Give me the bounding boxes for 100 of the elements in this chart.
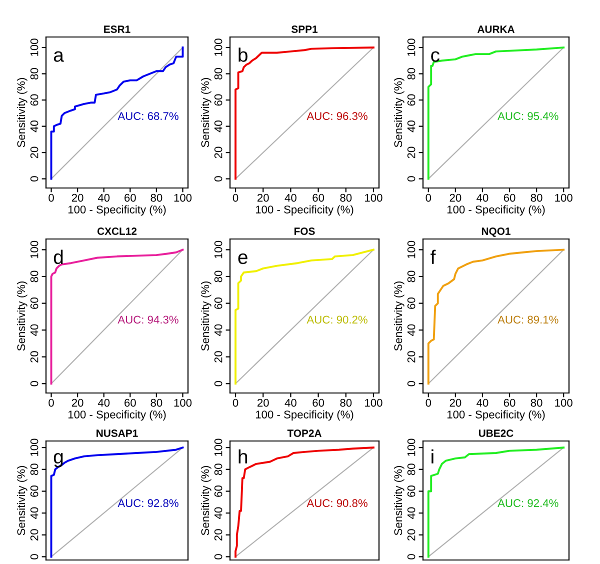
y-tick-label: 60	[214, 298, 222, 309]
x-tick-label: 80	[340, 194, 352, 202]
y-axis-title: Sensitivity (%)	[16, 78, 28, 148]
chart-title: ESR1	[104, 26, 130, 33]
x-tick-label: 20	[257, 398, 269, 407]
y-tick-label: 0	[407, 554, 416, 560]
y-tick-label: 100	[30, 240, 38, 258]
annotation: AUC: 92.4%	[498, 499, 558, 508]
y-tick-label: 100	[30, 38, 38, 56]
x-tick-label: 100	[174, 194, 192, 202]
y-tick-label: 80	[30, 270, 38, 282]
y-tick-label: 80	[407, 464, 416, 476]
chart-title: SPP1	[291, 26, 318, 33]
x-tick-label: 20	[450, 398, 462, 407]
x-tick-label: 40	[284, 398, 296, 407]
y-tick-label: 80	[30, 464, 38, 476]
y-axis-title: Sensitivity (%)	[200, 282, 212, 351]
y-tick-label: 40	[214, 507, 222, 519]
y-tick-label: 20	[407, 351, 416, 362]
y-tick-label: 60	[30, 298, 38, 309]
x-tick-label: 0	[426, 194, 432, 202]
y-tick-label: 60	[407, 485, 416, 497]
y-tick-label: 0	[30, 380, 38, 386]
y-tick-label: 60	[407, 298, 416, 309]
x-tick-label: 0	[232, 194, 238, 202]
chart-title: TOP2A	[287, 430, 322, 437]
y-tick-label: 40	[407, 120, 416, 132]
y-tick-label: 0	[30, 554, 38, 560]
y-axis-title: Sensitivity (%)	[394, 282, 404, 351]
y-tick-label: 20	[214, 351, 222, 362]
x-tick-label: 40	[476, 398, 488, 407]
x-tick-label: 100	[365, 194, 382, 202]
x-tick-label: 100	[365, 398, 382, 407]
y-tick-label: 60	[407, 94, 416, 106]
x-tick-label: 40	[284, 194, 296, 202]
y-tick-label: 40	[407, 324, 416, 336]
chart-title: AURKA	[477, 26, 515, 33]
annotation: AUC: 92.8%	[118, 499, 178, 508]
x-axis-title: 100 - Specificity (%)	[447, 205, 545, 216]
y-tick-label: 20	[407, 529, 416, 541]
annotation: h	[238, 449, 247, 464]
x-tick-label: 40	[476, 194, 488, 202]
annotation: AUC: 68.7%	[118, 112, 178, 120]
y-tick-label: 0	[214, 554, 222, 560]
y-tick-label: 100	[407, 240, 416, 258]
annotation: a	[54, 51, 64, 62]
y-tick-label: 100	[407, 38, 416, 56]
y-axis-title: Sensitivity (%)	[394, 78, 404, 148]
x-tick-label: 60	[124, 194, 136, 202]
x-tick-label: 80	[150, 398, 162, 407]
y-tick-label: 20	[30, 529, 38, 541]
x-tick-label: 100	[555, 194, 572, 202]
y-tick-label: 40	[30, 507, 38, 519]
y-axis-title: Sensitivity (%)	[16, 466, 28, 536]
annotation: g	[54, 452, 63, 468]
y-tick-label: 0	[30, 176, 38, 182]
y-tick-label: 60	[214, 485, 222, 497]
y-axis-title: Sensitivity (%)	[200, 78, 212, 148]
y-tick-label: 20	[30, 351, 38, 362]
chart-title: CXCL12	[97, 228, 137, 235]
x-tick-label: 60	[312, 194, 324, 202]
y-tick-label: 0	[214, 380, 222, 386]
y-tick-label: 80	[30, 68, 38, 80]
annotation: AUC: 90.2%	[306, 316, 368, 324]
y-tick-label: 20	[214, 529, 222, 541]
x-axis-title: 100 - Specificity (%)	[68, 410, 166, 421]
y-tick-label: 20	[30, 146, 38, 158]
y-tick-label: 40	[214, 324, 222, 336]
y-tick-label: 100	[214, 38, 222, 56]
chart-title: NUSAP1	[96, 430, 138, 437]
y-tick-label: 80	[407, 270, 416, 282]
annotation: d	[54, 250, 63, 264]
y-tick-label: 80	[214, 464, 222, 476]
annotation: e	[238, 253, 248, 264]
x-tick-label: 40	[98, 398, 110, 407]
x-axis-title: 100 - Specificity (%)	[447, 410, 545, 421]
y-tick-label: 40	[214, 120, 222, 132]
y-tick-label: 60	[30, 485, 38, 497]
y-axis-title: Sensitivity (%)	[394, 466, 404, 536]
x-axis-title: 100 - Specificity (%)	[256, 205, 354, 216]
x-tick-label: 20	[450, 194, 462, 202]
x-tick-label: 100	[174, 398, 192, 407]
y-tick-label: 100	[30, 438, 38, 456]
x-axis-title: 100 - Specificity (%)	[68, 205, 166, 216]
y-tick-label: 80	[407, 68, 416, 80]
y-tick-label: 0	[407, 176, 416, 182]
y-tick-label: 100	[214, 240, 222, 258]
x-tick-label: 100	[555, 398, 572, 407]
y-tick-label: 60	[30, 94, 38, 106]
y-tick-label: 0	[407, 380, 416, 386]
x-tick-label: 80	[150, 194, 162, 202]
annotation: c	[431, 51, 440, 62]
annotation: AUC: 94.3%	[118, 316, 178, 324]
y-tick-label: 20	[214, 146, 222, 158]
y-tick-label: 80	[214, 68, 222, 80]
x-tick-label: 80	[340, 398, 352, 407]
x-tick-label: 40	[98, 194, 110, 202]
y-tick-label: 40	[30, 120, 38, 132]
y-tick-label: 40	[30, 324, 38, 336]
chart-title: FOS	[294, 228, 315, 235]
